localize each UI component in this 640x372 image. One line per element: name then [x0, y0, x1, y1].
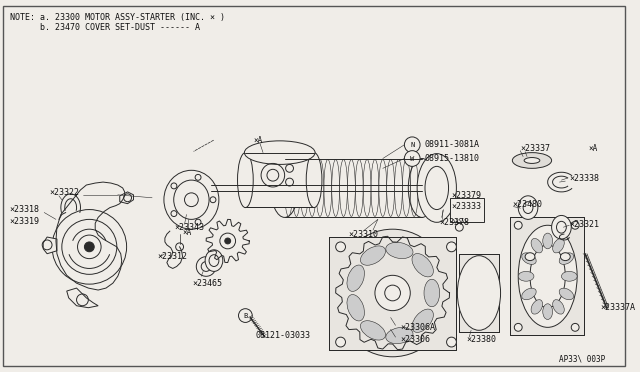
- Text: ×23337A: ×23337A: [601, 303, 636, 312]
- Text: 08911-3081A: 08911-3081A: [424, 140, 479, 149]
- Text: ×23378: ×23378: [440, 218, 470, 227]
- Circle shape: [572, 221, 579, 229]
- Text: b. 23470 COVER SET-DUST ------ A: b. 23470 COVER SET-DUST ------ A: [10, 23, 200, 32]
- Ellipse shape: [306, 153, 322, 208]
- Text: ×23310: ×23310: [348, 230, 378, 238]
- Circle shape: [335, 242, 346, 252]
- Ellipse shape: [522, 253, 536, 264]
- Ellipse shape: [530, 245, 565, 308]
- Text: ×23333: ×23333: [451, 202, 481, 211]
- Ellipse shape: [524, 157, 540, 163]
- Ellipse shape: [531, 300, 543, 314]
- Text: ×23480: ×23480: [513, 200, 542, 209]
- Text: NOTE: a. 23300 MOTOR ASSY-STARTER (INC. × ): NOTE: a. 23300 MOTOR ASSY-STARTER (INC. …: [10, 13, 225, 22]
- Bar: [329, 237, 456, 350]
- Ellipse shape: [244, 141, 315, 164]
- Text: ×23380: ×23380: [466, 335, 496, 344]
- Ellipse shape: [559, 288, 573, 300]
- Text: ×23312: ×23312: [157, 252, 187, 261]
- Bar: [510, 217, 584, 335]
- Ellipse shape: [531, 238, 543, 253]
- Ellipse shape: [271, 158, 298, 217]
- Ellipse shape: [417, 154, 456, 222]
- Ellipse shape: [164, 170, 219, 229]
- Bar: [460, 254, 499, 332]
- Ellipse shape: [360, 321, 385, 340]
- Ellipse shape: [561, 272, 577, 281]
- Ellipse shape: [412, 254, 433, 277]
- Text: ×A: ×A: [253, 137, 262, 145]
- Text: W: W: [410, 155, 414, 161]
- Ellipse shape: [173, 180, 209, 219]
- Ellipse shape: [553, 238, 564, 253]
- Ellipse shape: [552, 215, 572, 239]
- Bar: [329, 237, 456, 350]
- Text: ×23319: ×23319: [10, 217, 40, 226]
- Text: 08915-13810: 08915-13810: [424, 154, 479, 163]
- Ellipse shape: [424, 279, 440, 307]
- Bar: [245, 153, 314, 206]
- Ellipse shape: [458, 256, 500, 330]
- Ellipse shape: [518, 272, 534, 281]
- Polygon shape: [120, 192, 134, 203]
- Ellipse shape: [347, 295, 364, 321]
- Circle shape: [84, 242, 94, 252]
- Ellipse shape: [344, 239, 442, 347]
- Text: ×23465: ×23465: [193, 279, 222, 288]
- Ellipse shape: [543, 233, 552, 249]
- Ellipse shape: [347, 265, 364, 291]
- Circle shape: [225, 238, 230, 244]
- Text: AP33\ 003P: AP33\ 003P: [559, 354, 605, 363]
- Text: 08121-03033: 08121-03033: [255, 331, 310, 340]
- Ellipse shape: [412, 309, 433, 333]
- Text: ×23318: ×23318: [10, 205, 40, 214]
- Ellipse shape: [408, 158, 436, 217]
- Text: ×23322: ×23322: [49, 188, 79, 198]
- Text: B: B: [243, 312, 248, 318]
- Ellipse shape: [375, 275, 410, 311]
- Text: ×23306: ×23306: [401, 335, 431, 344]
- Text: ×23337: ×23337: [520, 144, 550, 153]
- Circle shape: [239, 309, 252, 323]
- Circle shape: [335, 337, 346, 347]
- Text: ×23379: ×23379: [451, 191, 481, 200]
- Circle shape: [515, 221, 522, 229]
- Circle shape: [572, 323, 579, 331]
- Ellipse shape: [237, 153, 253, 208]
- Text: ×23343: ×23343: [175, 223, 205, 232]
- Text: ×A: ×A: [182, 228, 192, 237]
- Text: ×23321: ×23321: [569, 220, 599, 229]
- Ellipse shape: [386, 243, 413, 259]
- Ellipse shape: [522, 288, 536, 300]
- Ellipse shape: [518, 196, 538, 219]
- Ellipse shape: [205, 250, 223, 272]
- Ellipse shape: [333, 229, 451, 357]
- Ellipse shape: [543, 304, 552, 320]
- Circle shape: [404, 137, 420, 153]
- Ellipse shape: [513, 153, 552, 169]
- Bar: [449, 198, 484, 222]
- Bar: [460, 254, 499, 332]
- Ellipse shape: [360, 246, 385, 265]
- Circle shape: [447, 242, 456, 252]
- Text: ×23306A: ×23306A: [401, 323, 435, 332]
- Text: ×23338: ×23338: [569, 174, 599, 183]
- Bar: [510, 217, 584, 335]
- Ellipse shape: [386, 327, 413, 344]
- Polygon shape: [43, 237, 57, 254]
- Ellipse shape: [559, 253, 573, 264]
- Ellipse shape: [525, 253, 535, 261]
- Ellipse shape: [553, 300, 564, 314]
- Text: N: N: [410, 142, 414, 148]
- Circle shape: [447, 337, 456, 347]
- Ellipse shape: [196, 257, 216, 276]
- Ellipse shape: [518, 225, 577, 327]
- Ellipse shape: [561, 253, 570, 261]
- Circle shape: [404, 151, 420, 166]
- Circle shape: [515, 323, 522, 331]
- Text: ×A: ×A: [589, 144, 598, 153]
- Polygon shape: [67, 288, 98, 308]
